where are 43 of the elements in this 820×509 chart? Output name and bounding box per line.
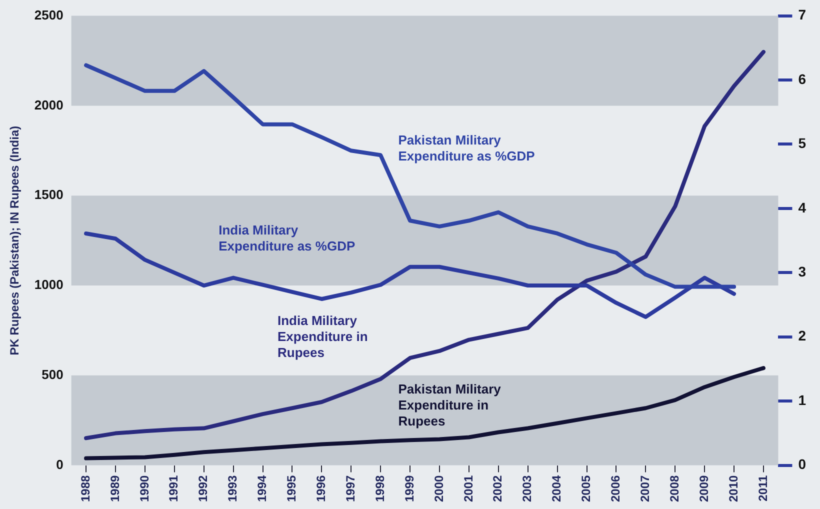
- y2-tick-label: 5: [798, 135, 806, 152]
- y2-tick-label: 2: [798, 328, 806, 344]
- x-tick-label: 2009: [696, 474, 711, 502]
- x-tick-label: 1997: [343, 474, 358, 502]
- x-tick-label: 1993: [226, 474, 240, 502]
- text: India Military Expenditure as %GDP: [218, 222, 356, 254]
- y2-tick-label: 4: [798, 199, 806, 216]
- y-tick-label: 2000: [34, 97, 64, 112]
- x-tick-label: 2003: [520, 474, 534, 502]
- y2-tick-label: 6: [798, 70, 806, 87]
- x-tick-label: 1995: [284, 474, 299, 502]
- y-tick-label: 2500: [34, 7, 64, 22]
- x-tick-label: 2000: [432, 474, 446, 502]
- x-tick-label: 2001: [461, 474, 476, 502]
- x-tick-label: 2002: [490, 474, 505, 502]
- y2-tick-label: 7: [798, 6, 806, 23]
- x-tick-label: 2004: [550, 474, 564, 502]
- x-tick-label: 2008: [667, 474, 682, 502]
- x-tick-label: 2007: [638, 474, 652, 502]
- y-tick-label: 0: [56, 456, 64, 472]
- x-tick-label: 1996: [314, 474, 328, 502]
- y-axis-title: PK Rupees (Pakistan); IN Rupees (India): [8, 126, 22, 356]
- x-tick-label: 1990: [137, 474, 152, 502]
- x-tick-label: 1989: [108, 474, 122, 502]
- series-label: Pakistan Military Expenditure in Rupees: [398, 381, 502, 428]
- x-tick-label: 1994: [255, 474, 270, 502]
- y-tick-label: 1000: [34, 277, 64, 292]
- x-tick-label: 1992: [196, 474, 210, 502]
- x-tick-label: 1999: [402, 474, 416, 502]
- y2-tick-label: 0: [798, 456, 806, 472]
- y2-tick-label: 1: [798, 392, 806, 408]
- x-tick-label: 2006: [608, 474, 623, 502]
- x-tick-label: 2010: [726, 474, 740, 502]
- x-tick-label: 1998: [372, 474, 387, 502]
- y2-tick-label: 3: [798, 264, 806, 280]
- series-label: India Military Expenditure in Rupees: [277, 313, 368, 360]
- x-tick-label: 1988: [78, 474, 92, 502]
- y-tick-label: 1500: [34, 187, 64, 202]
- y-tick-label: 500: [42, 366, 64, 382]
- series-label: Pakistan Military Expenditure as %GDP: [398, 132, 536, 164]
- x-tick-label: 1991: [166, 474, 181, 502]
- x-tick-label: 2005: [579, 474, 594, 502]
- x-tick-label: 2011: [756, 474, 770, 502]
